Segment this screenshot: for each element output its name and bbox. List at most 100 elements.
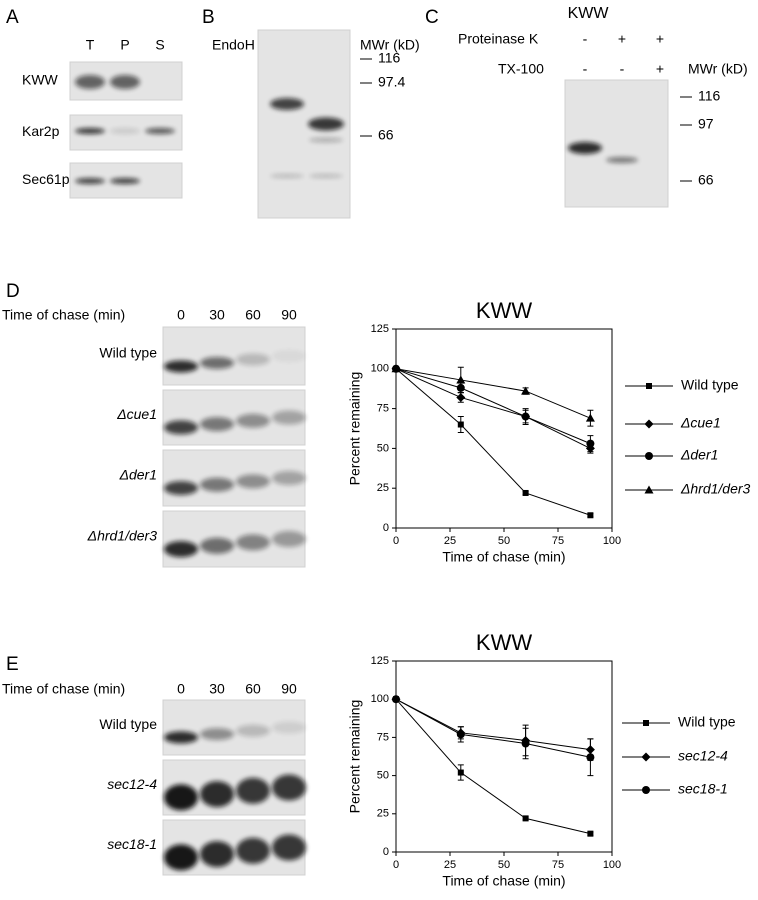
label: Time of chase (min) (2, 681, 125, 697)
label: - (583, 61, 588, 77)
chart-title: KWW (476, 298, 532, 323)
band (75, 178, 105, 184)
point (521, 386, 531, 395)
label: - (583, 31, 588, 47)
band (236, 777, 270, 804)
x-tick-label: 50 (498, 535, 510, 547)
band (236, 353, 270, 366)
point (391, 364, 401, 373)
band (200, 417, 234, 432)
band (236, 837, 270, 864)
legend-label: Δcue1 (680, 415, 721, 431)
x-tick-label: 0 (393, 535, 399, 547)
y-tick-label: 125 (371, 655, 389, 667)
chart-title: KWW (476, 630, 532, 655)
band (110, 128, 140, 134)
legend-marker (646, 383, 652, 389)
band (110, 178, 140, 184)
band (75, 75, 105, 89)
y-tick-label: 100 (371, 363, 389, 375)
label: + (618, 31, 626, 47)
label: Wild type (99, 716, 157, 732)
label: sec12-4 (107, 776, 157, 792)
point (586, 753, 595, 762)
point (585, 413, 595, 422)
label: 30 (209, 307, 225, 323)
label: 97.4 (378, 74, 405, 90)
label: Sec61p (22, 171, 70, 187)
band (236, 413, 270, 428)
point (522, 489, 529, 496)
label: EndoH (212, 37, 255, 53)
legend-label: sec18-1 (678, 781, 728, 797)
series-line (395, 368, 591, 516)
legend-marker (642, 786, 650, 794)
band (164, 844, 198, 871)
band (568, 142, 602, 154)
label: 97 (698, 116, 714, 132)
point (521, 739, 530, 748)
legend-marker (645, 452, 653, 460)
band (164, 731, 198, 744)
label: Δcue1 (116, 406, 157, 422)
y-tick-label: 75 (377, 731, 389, 743)
band (308, 117, 344, 131)
legend-marker (643, 720, 649, 726)
band (200, 781, 234, 808)
band (164, 481, 198, 496)
y-tick-label: 25 (377, 808, 389, 820)
legend-label: Δhrd1/der3 (680, 481, 751, 497)
band (164, 541, 198, 558)
band (270, 174, 304, 178)
plot-frame (395, 328, 613, 529)
label: P (120, 37, 129, 53)
label: MWr (kD) (688, 61, 748, 77)
x-tick-label: 25 (444, 535, 456, 547)
label: B (202, 7, 215, 28)
band (272, 721, 306, 734)
point (456, 730, 465, 739)
x-axis-label: Time of chase (min) (442, 549, 565, 565)
x-axis-label: Time of chase (min) (442, 873, 565, 889)
y-tick-label: 50 (377, 442, 389, 454)
point (456, 392, 466, 402)
y-axis-label: Percent remaining (347, 700, 363, 814)
y-tick-label: 75 (377, 403, 389, 415)
band (236, 534, 270, 551)
x-tick-label: 50 (498, 859, 510, 871)
label: T (86, 37, 95, 53)
label: MWr (kD) (360, 37, 420, 53)
band (200, 477, 234, 492)
legend-label: Δder1 (680, 447, 718, 463)
label: + (656, 61, 664, 77)
series-line (395, 368, 591, 445)
band (75, 128, 105, 134)
label: 0 (177, 307, 185, 323)
y-tick-label: 0 (383, 522, 389, 534)
x-tick-label: 75 (552, 859, 564, 871)
label: 116 (698, 88, 721, 104)
label: - (620, 61, 625, 77)
legend-label: Wild type (678, 714, 736, 730)
label: A (6, 7, 19, 28)
point (522, 815, 529, 822)
label: Δhrd1/der3 (87, 528, 158, 544)
band (606, 157, 638, 163)
series-line (395, 698, 591, 758)
x-tick-label: 100 (603, 859, 621, 871)
label: 0 (177, 681, 185, 697)
legend-marker (644, 485, 654, 494)
y-tick-label: 50 (377, 770, 389, 782)
band (236, 474, 270, 489)
label: 90 (281, 307, 297, 323)
band (272, 774, 306, 801)
label: 116 (378, 50, 401, 66)
label: Kar2p (22, 123, 60, 139)
band (309, 174, 343, 178)
x-tick-label: 100 (603, 535, 621, 547)
legend-marker (644, 419, 654, 429)
label: 66 (378, 127, 394, 143)
y-tick-label: 100 (371, 693, 389, 705)
label: 60 (245, 307, 261, 323)
